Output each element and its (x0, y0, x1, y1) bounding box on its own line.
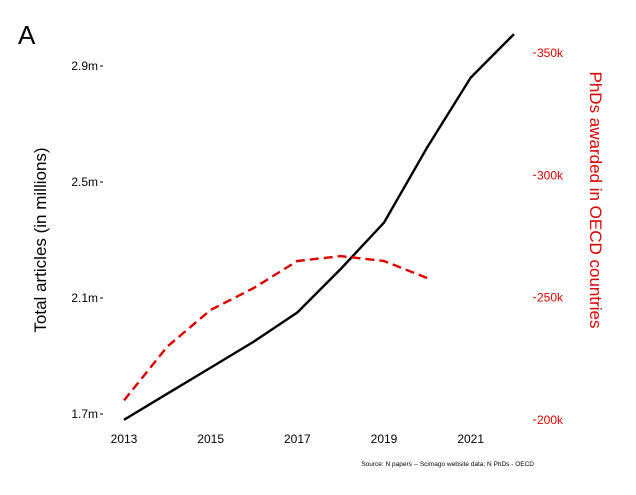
left-tick-label: 1.7m (71, 407, 98, 421)
left-axis-title: Total articles (in millions) (31, 147, 50, 332)
panel-label: A (18, 20, 36, 50)
articles-series-line (123, 33, 515, 421)
right-axis-title: PhDs awarded in OECD countries (586, 71, 605, 328)
x-tick-label: 2017 (284, 432, 311, 446)
x-axis-ticks: 2013 2015 2017 2019 2021 (111, 432, 485, 446)
x-tick-label: 2021 (457, 432, 484, 446)
right-tick-label: 300k (537, 168, 564, 182)
phds-series-line (123, 254, 428, 402)
series-lines (123, 33, 515, 421)
right-axis-ticks: 200k 250k 300k 350k (533, 46, 564, 427)
right-tick-label: 250k (537, 291, 564, 305)
left-tick-label: 2.1m (71, 291, 98, 305)
x-tick-label: 2019 (371, 432, 398, 446)
left-axis-ticks: 1.7m 2.1m 2.5m 2.9m (71, 59, 103, 421)
left-tick-label: 2.5m (71, 175, 98, 189)
right-tick-label: 350k (537, 46, 564, 60)
right-tick-label: 200k (537, 413, 564, 427)
x-tick-label: 2013 (111, 432, 138, 446)
source-note: Source: N papers -- Scimago website data… (361, 461, 534, 468)
left-tick-label: 2.9m (71, 59, 98, 73)
x-tick-label: 2015 (197, 432, 224, 446)
